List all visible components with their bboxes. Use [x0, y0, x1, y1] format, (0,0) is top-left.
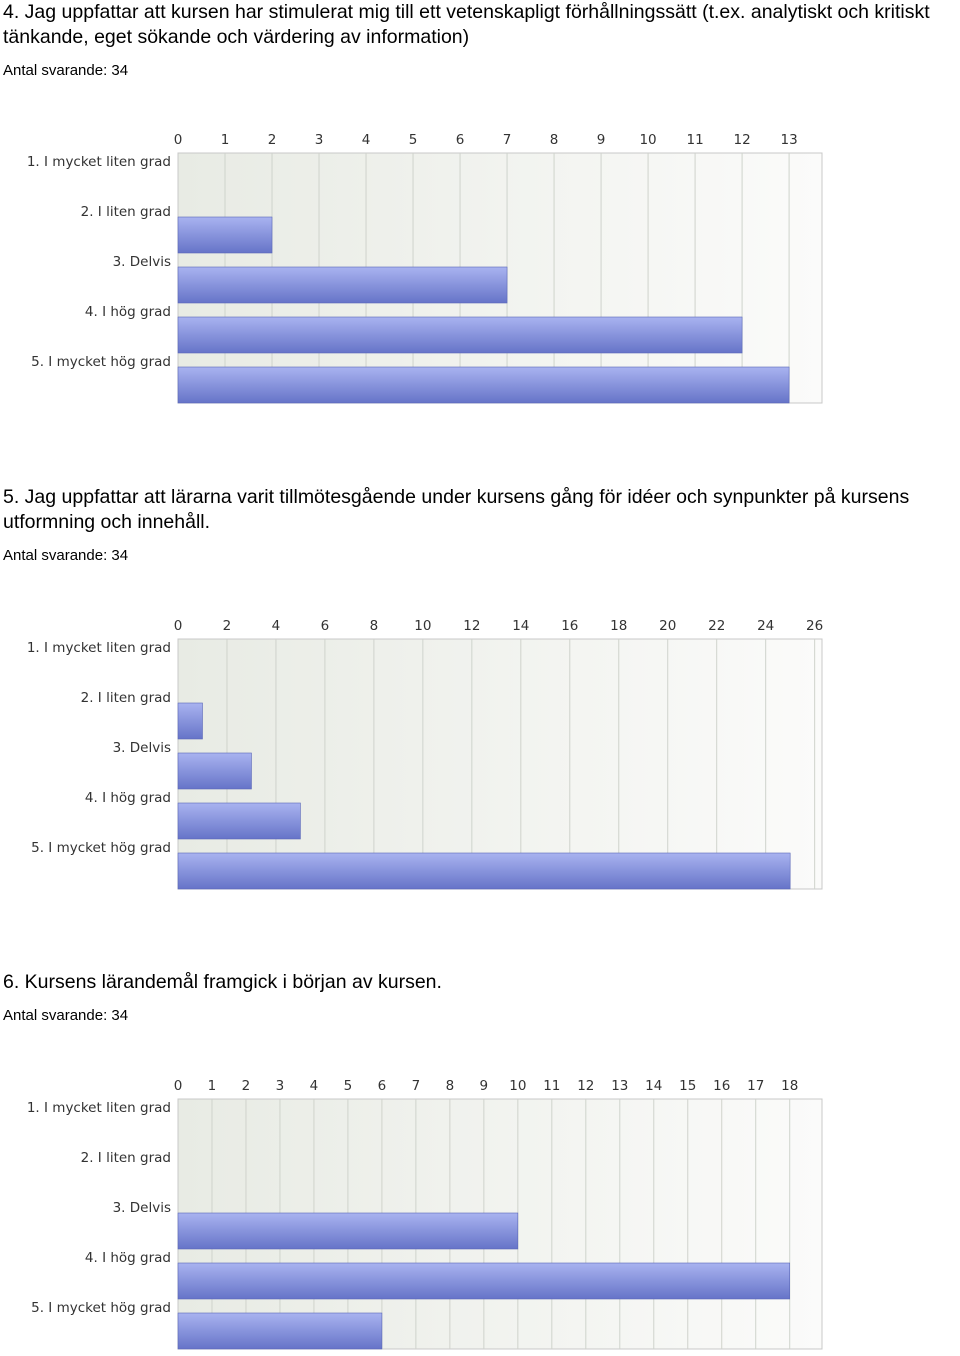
x-tick-label: 8: [550, 132, 559, 148]
x-tick-label: 2: [242, 1078, 251, 1094]
question-4-chart: 0 1 2 3 4 5 6 7 8 9 10 11 12 13 1. I mycket liten grad…: [0, 125, 960, 410]
x-tick-label: 8: [370, 618, 379, 634]
bar: [177, 1312, 383, 1350]
x-tick-label: 7: [503, 132, 512, 148]
x-tick-label: 4: [362, 132, 371, 148]
bar: [177, 852, 791, 890]
category-label: 3. Delvis: [113, 1200, 171, 1216]
x-tick-label: 22: [708, 618, 725, 634]
category-label: 1. I mycket liten grad: [27, 154, 171, 170]
x-tick-label: 10: [414, 618, 431, 634]
bar: [177, 702, 203, 740]
x-tick-label: 10: [639, 132, 656, 148]
x-tick-label: 18: [610, 618, 627, 634]
x-tick-label: 5: [344, 1078, 353, 1094]
category-label: 3. Delvis: [113, 740, 171, 756]
x-tick-label: 6: [456, 132, 465, 148]
x-tick-label: 4: [272, 618, 281, 634]
x-tick-label: 12: [577, 1078, 594, 1094]
x-tick-label: 4: [310, 1078, 319, 1094]
x-tick-label: 9: [480, 1078, 489, 1094]
x-tick-label: 2: [268, 132, 277, 148]
x-tick-label: 10: [509, 1078, 526, 1094]
bar: [177, 802, 301, 840]
category-label: 1. I mycket liten grad: [27, 1100, 171, 1116]
x-tick-label: 26: [806, 618, 823, 634]
x-tick-label: 1: [208, 1078, 217, 1094]
category-label: 1. I mycket liten grad: [27, 640, 171, 656]
x-tick-label: 16: [561, 618, 578, 634]
bar: [177, 316, 743, 354]
x-tick-label: 9: [597, 132, 606, 148]
x-tick-label: 6: [321, 618, 330, 634]
category-label: 4. I hög grad: [85, 304, 171, 320]
x-tick-label: 0: [174, 132, 183, 148]
category-label: 2. I liten grad: [81, 1150, 171, 1166]
x-tick-label: 5: [409, 132, 418, 148]
question-5-chart-svg: 0 2 4 6 8 10 12 14 16 18 20 22 24 261. I mycket liten…: [27, 618, 823, 890]
x-tick-label: 1: [221, 132, 230, 148]
x-tick-label: 12: [733, 132, 750, 148]
question-5-title: 5. Jag uppfattar att lärarna varit tillm…: [3, 486, 910, 533]
x-tick-label: 8: [446, 1078, 455, 1094]
x-tick-label: 11: [686, 132, 703, 148]
x-tick-label: 18: [781, 1078, 798, 1094]
question-6-title: 6. Kursens lärandemål framgick i början …: [3, 971, 442, 993]
question-4-chart-svg: 0 1 2 3 4 5 6 7 8 9 10 11 12 131. I mycket liten grad…: [27, 132, 823, 404]
category-label: 5. I mycket hög grad: [31, 354, 171, 370]
bar: [177, 266, 508, 304]
category-label: 3. Delvis: [113, 254, 171, 270]
question-6-chart: 0 1 2 3 4 5 6 7 8 9 10 11 12 13 14 15 16 17 18 1. I mycket …: [0, 1071, 960, 1356]
x-tick-label: 13: [781, 132, 798, 148]
bar: [177, 752, 252, 790]
x-tick-label: 11: [543, 1078, 560, 1094]
x-tick-label: 0: [174, 1078, 183, 1094]
bar: [177, 366, 790, 404]
category-label: 4. I hög grad: [85, 1250, 171, 1266]
x-tick-label: 6: [378, 1078, 387, 1094]
question-6-respondent-count: Antal svarande: 34: [3, 1007, 129, 1024]
category-label: 2. I liten grad: [81, 690, 171, 706]
x-tick-label: 7: [412, 1078, 421, 1094]
x-tick-label: 14: [645, 1078, 662, 1094]
x-tick-label: 12: [463, 618, 480, 634]
plot-area: [177, 638, 823, 890]
x-tick-label: 20: [659, 618, 676, 634]
bar: [177, 216, 273, 254]
question-5-respondent-count: Antal svarande: 34: [3, 547, 129, 564]
question-4-title: 4. Jag uppfattar att kursen har stimuler…: [3, 1, 930, 48]
category-label: 2. I liten grad: [81, 204, 171, 220]
x-tick-label: 3: [315, 132, 324, 148]
bar: [177, 1262, 791, 1300]
question-5-chart: 0 2 4 6 8 10 12 14 16 18 20 22 24 26 1. I mycket liten…: [0, 611, 960, 896]
category-label: 5. I mycket hög grad: [31, 840, 171, 856]
x-tick-label: 14: [512, 618, 529, 634]
category-label: 5. I mycket hög grad: [31, 1300, 171, 1316]
x-tick-label: 13: [611, 1078, 628, 1094]
question-6-chart-svg: 0 1 2 3 4 5 6 7 8 9 10 11 12 13 14 15 16 17 181. I mycket …: [27, 1078, 823, 1350]
question-4-respondent-count: Antal svarande: 34: [3, 62, 129, 79]
x-tick-label: 17: [747, 1078, 764, 1094]
x-tick-label: 2: [223, 618, 232, 634]
x-tick-label: 24: [757, 618, 774, 634]
category-label: 4. I hög grad: [85, 790, 171, 806]
x-tick-label: 16: [713, 1078, 730, 1094]
x-tick-label: 0: [174, 618, 183, 634]
x-tick-label: 3: [276, 1078, 285, 1094]
bar: [177, 1212, 519, 1250]
x-tick-label: 15: [679, 1078, 696, 1094]
